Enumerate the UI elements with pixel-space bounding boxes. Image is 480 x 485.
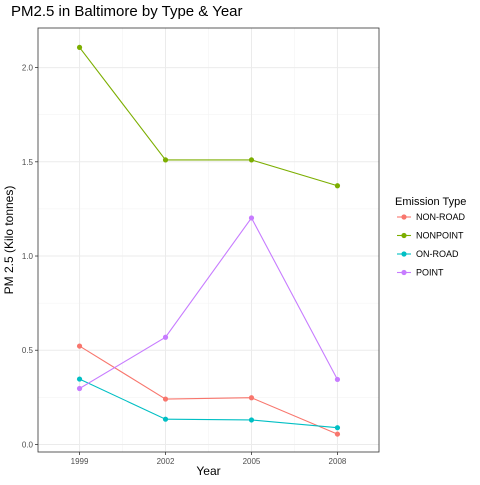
plot-panel: [37, 27, 380, 453]
legend-key-point: [401, 251, 407, 257]
y-tick-label: 1.0: [22, 252, 34, 261]
legend-key-point: [401, 269, 407, 276]
legend-key-point: [401, 214, 407, 220]
legend-label: NONPOINT: [416, 231, 464, 241]
data-point-on-road: [248, 417, 255, 423]
series-lines: [79, 47, 338, 435]
y-tick-label: 0.0: [22, 440, 34, 449]
x-tick-label: 2005: [243, 457, 261, 466]
data-point-point: [162, 334, 169, 340]
y-tick-label: 1.5: [22, 158, 34, 167]
legend-label: POINT: [416, 268, 444, 278]
legend-items: NON-ROAD NONPOINT ON-ROAD POINT: [397, 212, 465, 278]
legend-item-non-road: NON-ROAD: [397, 212, 465, 222]
data-point-non-road: [76, 343, 83, 349]
panel-border: [37, 27, 380, 453]
y-tick-label: 0.5: [22, 346, 34, 355]
data-point-on-road: [334, 425, 341, 431]
data-point-non-road: [248, 395, 255, 401]
legend: Emission Type NON-ROAD NONPOINT ON-ROAD POI…: [395, 196, 466, 278]
data-point-non-road: [334, 431, 341, 437]
legend-item-on-road: ON-ROAD: [397, 249, 459, 259]
legend-item-nonpoint: NONPOINT: [397, 231, 464, 241]
x-tick-label: 2008: [329, 457, 347, 466]
x-axis: 1999 2002 2005 2008: [71, 452, 347, 466]
y-axis-title: PM 2.5 (Kilo tonnes): [2, 186, 16, 295]
data-point-nonpoint: [334, 183, 341, 189]
data-point-on-road: [162, 416, 169, 422]
data-point-nonpoint: [248, 157, 255, 163]
series-line-non-road: [79, 345, 338, 435]
data-point-nonpoint: [162, 157, 169, 163]
y-tick-label: 2.0: [22, 64, 34, 73]
data-point-point: [76, 385, 83, 392]
gridlines: [38, 28, 379, 452]
x-tick-label: 1999: [71, 457, 89, 466]
data-point-point: [334, 376, 341, 383]
y-axis: 0.0 0.5 1.0 1.5 2.0: [22, 64, 38, 449]
x-tick-label: 2002: [157, 457, 175, 466]
data-point-on-road: [76, 376, 83, 382]
data-point-nonpoint: [76, 44, 83, 51]
legend-label: NON-ROAD: [416, 212, 465, 222]
legend-label: ON-ROAD: [416, 249, 459, 259]
legend-key-point: [401, 232, 407, 239]
legend-title: Emission Type: [395, 196, 466, 208]
chart-title: PM2.5 in Baltimore by Type & Year: [11, 3, 243, 20]
x-axis-title: Year: [196, 464, 220, 478]
legend-item-point: POINT: [397, 268, 444, 278]
data-point-point: [248, 215, 255, 221]
series-points: [76, 44, 341, 437]
series-line-point: [79, 216, 338, 389]
data-point-non-road: [162, 396, 169, 402]
series-line-nonpoint: [79, 47, 338, 187]
series-line-on-road: [79, 378, 338, 429]
